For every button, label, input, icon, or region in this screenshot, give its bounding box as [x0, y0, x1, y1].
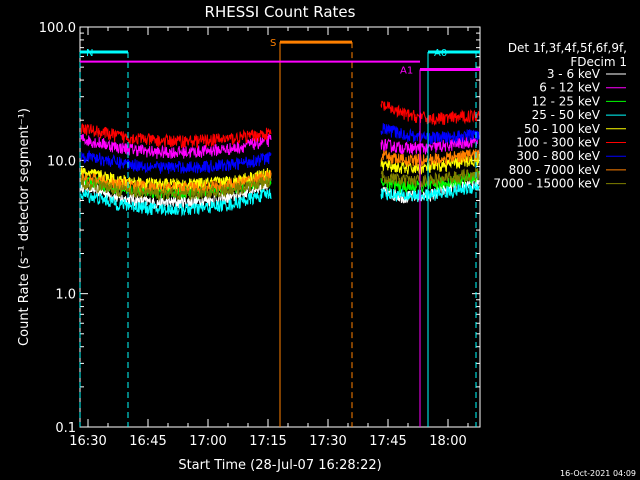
trace-first-segment: [80, 123, 272, 149]
trace-second-segment: [380, 123, 480, 145]
x-tick-label: 16:45: [129, 434, 166, 449]
legend-label: 25 - 50 keV: [532, 108, 601, 122]
x-tick-label: 17:30: [309, 434, 346, 449]
flag-label: A1: [400, 66, 413, 77]
flag-label: A0: [434, 48, 447, 59]
flag-label: S: [270, 38, 276, 49]
flag-markers: N S A0 A1: [79, 38, 480, 427]
legend-header-line-1: Det 1f,3f,4f,5f,6f,9f,: [508, 41, 627, 55]
legend-label: 100 - 300 keV: [516, 136, 600, 150]
y-tick-label: 10.0: [47, 154, 76, 169]
x-tick-label: 17:15: [249, 434, 286, 449]
trace-first-segment: [80, 133, 272, 159]
x-axis-label: Start Time (28-Jul-07 16:28:22): [178, 458, 381, 473]
legend-label: 12 - 25 keV: [532, 94, 601, 108]
flag-label: N: [86, 48, 93, 59]
chart-title: RHESSI Count Rates: [205, 3, 356, 21]
y-axis-label: Count Rate (s⁻¹ detector segment⁻¹): [17, 108, 32, 346]
y-tick-label: 100.0: [39, 21, 76, 36]
trace-second-segment: [380, 149, 480, 167]
generation-timestamp: 16-Oct-2021 04:09: [560, 469, 636, 478]
x-tick-label: 18:00: [429, 434, 466, 449]
legend-label: 300 - 800 keV: [516, 149, 600, 163]
trace-second-segment: [380, 183, 480, 203]
x-tick-label: 16:30: [69, 434, 106, 449]
legend-label: 50 - 100 keV: [524, 122, 601, 136]
legend-label: 7000 - 15000 keV: [493, 177, 600, 191]
x-tick-label: 17:45: [369, 434, 406, 449]
legend-label: 3 - 6 keV: [547, 67, 601, 81]
x-tick-label: 17:00: [189, 434, 226, 449]
axis-ticks: 16:30 16:45 17:00 17:15 17:30 17:45 18:00 0.1 1.…: [39, 21, 480, 449]
trace-first-segment: [80, 188, 272, 217]
trace-first-segment: [80, 176, 272, 201]
legend-header-line-2: FDecim 1: [570, 55, 627, 69]
legend-label: 6 - 12 keV: [539, 81, 601, 95]
legend-label: 800 - 7000 keV: [509, 163, 601, 177]
trace-first-segment: [80, 150, 272, 174]
y-tick-label: 1.0: [55, 288, 76, 303]
count-rate-traces: [80, 100, 480, 217]
trace-second-segment: [380, 167, 480, 188]
y-tick-label: 0.1: [55, 421, 76, 436]
trace-second-segment: [380, 100, 480, 127]
